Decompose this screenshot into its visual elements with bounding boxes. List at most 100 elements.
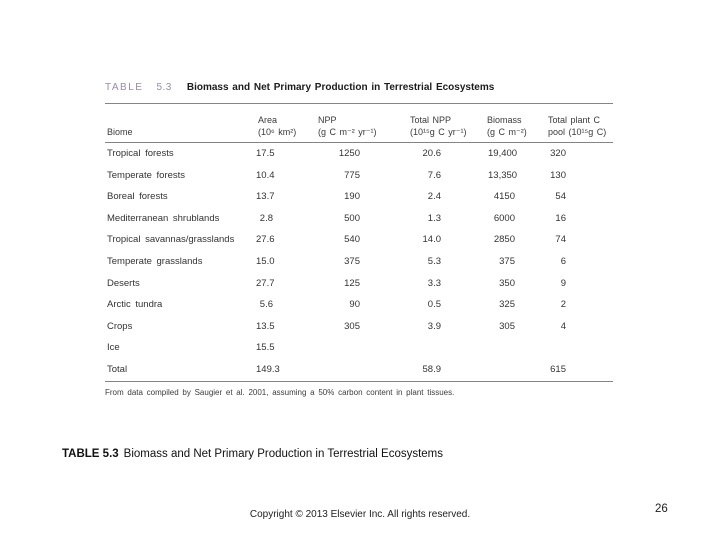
value-cell: 27.7 <box>256 277 275 289</box>
table-row: Ice 15.5 <box>105 337 613 359</box>
value-cell: 1.3 <box>427 212 441 224</box>
column-header-area: Area (10⁶ km²) <box>255 103 313 143</box>
biome-cell: Crops <box>107 320 133 332</box>
value-cell: 10.4 <box>256 169 275 181</box>
value-cell: 20.6 <box>422 148 442 159</box>
table-row: Deserts 27.7 125 3.3 350 9 <box>105 273 613 295</box>
value-cell: 7.6 <box>427 169 441 181</box>
value-cell: 3.3 <box>427 277 441 289</box>
value-cell: 5.6 <box>259 299 273 311</box>
value-cell: 27.6 <box>256 234 275 246</box>
column-name: NPP <box>318 115 337 125</box>
value-cell: 540 <box>344 234 360 246</box>
column-header-plant-c-pool: Total plant C pool (10¹⁵g C) <box>548 103 613 143</box>
table-row: Mediterranean shrublands 2.8 500 1.3 6000 16 <box>105 208 613 230</box>
figure-table-word: TABLE <box>105 82 144 93</box>
value-cell: 375 <box>344 255 360 267</box>
column-name: Area <box>258 115 278 125</box>
caption-text: Biomass and Net Primary Production in Te… <box>123 448 444 460</box>
value-cell: 9 <box>560 277 566 289</box>
value-cell: 2.4 <box>427 191 441 203</box>
value-cell: 5.3 <box>427 255 441 267</box>
figure-heading: Biomass and Net Primary Production in Te… <box>186 82 495 93</box>
value-cell: 615 <box>548 358 613 382</box>
column-unit: pool (10¹⁵g C) <box>548 126 607 137</box>
value-cell: 320 <box>550 148 566 159</box>
value-cell: 305 <box>344 320 360 332</box>
value-cell: 3.9 <box>427 320 441 332</box>
column-unit: (10¹⁵g C yr⁻¹) <box>410 126 467 137</box>
value-cell <box>410 337 487 359</box>
column-unit: (g C m⁻²) <box>487 126 527 137</box>
biome-cell: Tropical savannas/grasslands <box>107 234 235 246</box>
table-header: Biome Area (10⁶ km²) NPP (g C m⁻² yr⁻¹) … <box>105 103 613 143</box>
column-name: Total plant C <box>548 115 601 125</box>
slide-caption: TABLE 5.3 Biomass and Net Primary Product… <box>62 448 443 460</box>
column-name: Total NPP <box>410 115 452 125</box>
value-cell: 775 <box>344 169 360 181</box>
value-cell: 2.8 <box>259 212 273 224</box>
value-cell: 54 <box>555 191 566 203</box>
column-unit: (10⁶ km²) <box>258 126 297 137</box>
column-header-biome: Biome <box>105 103 255 143</box>
biome-cell: Total <box>105 358 255 382</box>
page-number: 26 <box>655 503 668 515</box>
biome-cell: Ice <box>107 342 120 354</box>
value-cell: 500 <box>344 212 360 224</box>
table-row: Tropical savannas/grasslands 27.6 540 14.0 2… <box>105 229 613 251</box>
value-cell: 15.0 <box>256 255 275 267</box>
value-cell: 375 <box>499 255 515 267</box>
table-row: Boreal forests 13.7 190 2.4 4150 54 <box>105 186 613 208</box>
table-row: Temperate forests 10.4 775 7.6 13,350 130 <box>105 165 613 187</box>
biomass-npp-table: Biome Area (10⁶ km²) NPP (g C m⁻² yr⁻¹) … <box>105 103 613 382</box>
biome-cell: Mediterranean shrublands <box>107 212 220 224</box>
value-cell: 13,350 <box>488 169 518 181</box>
value-cell <box>313 337 410 359</box>
table-row: Arctic tundra 5.6 90 0.5 325 2 <box>105 294 613 316</box>
value-cell: 17.5 <box>256 148 275 159</box>
table-footnote: From data compiled by Saugier et al. 200… <box>105 387 455 397</box>
value-cell: 190 <box>344 191 360 203</box>
table-row: Tropical forests 17.5 1250 20.6 19,400 320 <box>105 143 613 165</box>
value-cell: 19,400 <box>488 148 518 159</box>
table-row: Total 149.3 58.9 615 <box>105 358 613 382</box>
value-cell: 305 <box>499 320 515 332</box>
biome-cell: Temperate grasslands <box>107 255 203 267</box>
table-body: Tropical forests 17.5 1250 20.6 19,400 320 Tem… <box>105 143 613 382</box>
biome-cell: Temperate forests <box>107 169 186 181</box>
value-cell: 90 <box>349 299 360 311</box>
value-cell <box>548 337 613 359</box>
value-cell <box>313 358 410 382</box>
value-cell: 15.5 <box>256 342 275 354</box>
value-cell: 14.0 <box>422 234 442 246</box>
column-name: Biome <box>107 126 133 137</box>
value-cell: 2 <box>560 299 566 311</box>
value-cell: 350 <box>499 277 515 289</box>
value-cell: 1250 <box>338 148 360 159</box>
value-cell: 13.5 <box>256 320 275 332</box>
value-cell: 58.9 <box>410 358 487 382</box>
value-cell: 6 <box>560 255 566 267</box>
biome-cell: Deserts <box>107 277 140 289</box>
value-cell: 0.5 <box>427 299 441 311</box>
value-cell: 149.3 <box>255 358 313 382</box>
value-cell: 16 <box>555 212 566 224</box>
table-figure: TABLE 5.3 Biomass and Net Primary Producti… <box>105 82 613 397</box>
value-cell: 325 <box>499 299 515 311</box>
column-header-biomass: Biomass (g C m⁻²) <box>487 103 548 143</box>
column-unit: (g C m⁻² yr⁻¹) <box>318 126 377 137</box>
biome-cell: Tropical forests <box>107 148 174 159</box>
value-cell: 74 <box>555 234 566 246</box>
value-cell: 6000 <box>493 212 515 224</box>
caption-label: TABLE 5.3 <box>62 448 119 460</box>
value-cell: 4150 <box>493 191 515 203</box>
value-cell: 2850 <box>493 234 515 246</box>
value-cell: 13.7 <box>256 191 275 203</box>
value-cell: 4 <box>560 320 566 332</box>
biome-cell: Arctic tundra <box>107 299 163 311</box>
column-header-npp: NPP (g C m⁻² yr⁻¹) <box>313 103 410 143</box>
value-cell <box>487 337 548 359</box>
column-header-total-npp: Total NPP (10¹⁵g C yr⁻¹) <box>410 103 487 143</box>
value-cell: 125 <box>344 277 360 289</box>
